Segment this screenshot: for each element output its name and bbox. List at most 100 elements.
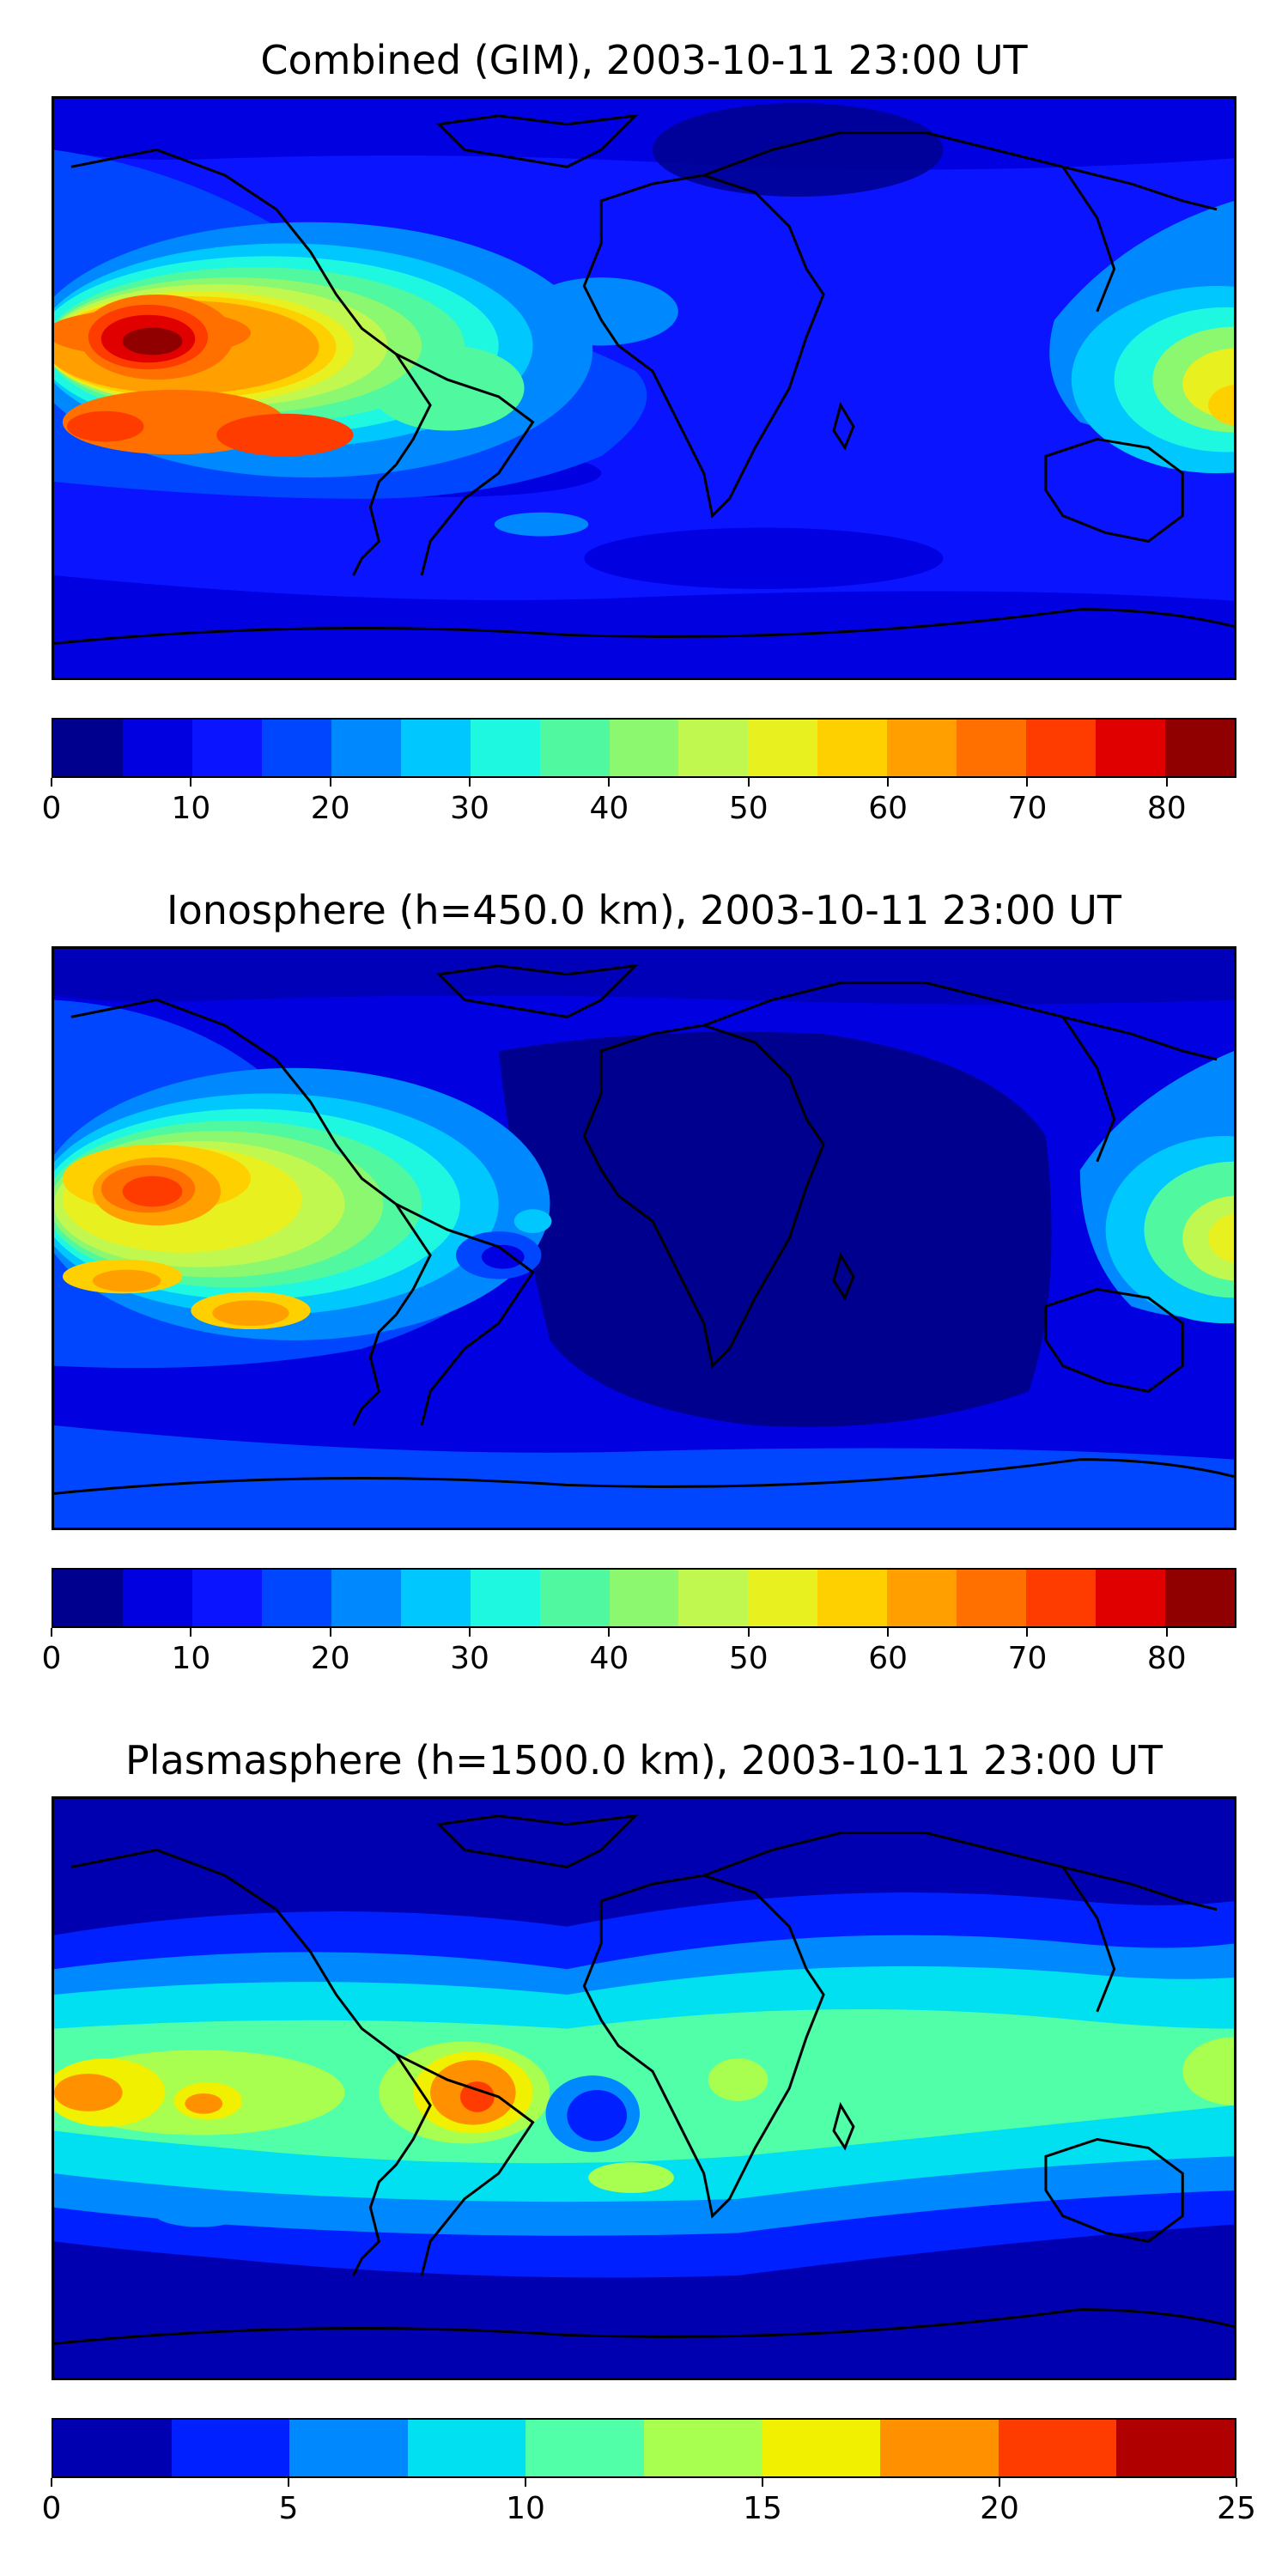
colorbar-tick-label: 10 xyxy=(171,1641,211,1676)
colorbar-tick-label: 60 xyxy=(868,791,908,826)
colorbar-segment xyxy=(762,2420,881,2476)
colorbar-segment xyxy=(817,1570,888,1626)
colorbar-segment xyxy=(261,1570,331,1626)
colorbar-tick-label: 20 xyxy=(310,1641,350,1676)
plasmasphere-contour-map xyxy=(54,1799,1234,2378)
ionosphere-tec-map xyxy=(52,946,1236,1530)
colorbar-tick-label: 0 xyxy=(41,1641,62,1676)
colorbar-tick xyxy=(469,778,471,787)
colorbar-segment xyxy=(539,720,610,776)
colorbar-segment xyxy=(609,1570,679,1626)
colorbar-tick-label: 10 xyxy=(506,2491,545,2526)
colorbar-segment xyxy=(526,2420,644,2476)
colorbar-tick-label: 50 xyxy=(728,1641,769,1676)
colorbar-tick xyxy=(747,778,750,787)
colorbar-tick-label: 30 xyxy=(450,1641,489,1676)
colorbar-tick xyxy=(608,778,611,787)
colorbar-segment xyxy=(957,1570,1027,1626)
colorbar-segment xyxy=(407,2420,526,2476)
colorbar-tick-label: 15 xyxy=(743,2491,782,2526)
colorbar-segment xyxy=(53,1570,123,1626)
colorbar-tick-label: 0 xyxy=(41,2491,62,2526)
colorbar-tick-label: 70 xyxy=(1007,791,1048,826)
colorbar-tick-label: 5 xyxy=(278,2491,299,2526)
colorbar-segment xyxy=(748,1570,818,1626)
colorbar-tick-label: 80 xyxy=(1146,1641,1187,1676)
colorbar-tick-label: 10 xyxy=(171,791,211,826)
combined-colorbar xyxy=(52,718,1236,778)
colorbar-tick xyxy=(747,1628,750,1637)
colorbar-segment xyxy=(400,720,471,776)
colorbar-tick-label: 30 xyxy=(450,791,489,826)
colorbar-tick-label: 60 xyxy=(868,1641,908,1676)
colorbar-tick xyxy=(329,1628,331,1637)
colorbar-tick-label: 25 xyxy=(1217,2491,1256,2526)
colorbar-tick xyxy=(1165,1628,1168,1637)
colorbar-segment xyxy=(470,1570,540,1626)
colorbar-segment xyxy=(122,1570,192,1626)
plasmasphere-map-title: Plasmasphere (h=1500.0 km), 2003-10-11 2… xyxy=(125,1737,1163,1783)
combined-contour-map xyxy=(54,99,1234,677)
colorbar-segment xyxy=(609,720,679,776)
colorbar-segment xyxy=(539,1570,610,1626)
colorbar-segment xyxy=(289,2420,408,2476)
colorbar-segment xyxy=(748,720,818,776)
colorbar-tick-label: 40 xyxy=(589,1641,629,1676)
colorbar-tick-label: 50 xyxy=(728,791,769,826)
colorbar-segment xyxy=(53,2420,172,2476)
colorbar-tick xyxy=(1026,778,1029,787)
colorbar-segment xyxy=(957,720,1027,776)
colorbar-segment xyxy=(1116,2420,1235,2476)
colorbar-segment xyxy=(1165,720,1235,776)
colorbar-segment xyxy=(887,1570,957,1626)
colorbar-segment xyxy=(1165,1570,1235,1626)
colorbar-segment xyxy=(880,2420,999,2476)
colorbar-segment xyxy=(171,2420,290,2476)
colorbar-segment xyxy=(678,1570,749,1626)
plasmasphere-tec-map xyxy=(52,1796,1236,2380)
colorbar-tick xyxy=(1165,778,1168,787)
colorbar-segment xyxy=(191,720,262,776)
colorbar-segment xyxy=(817,720,888,776)
colorbar-tick xyxy=(51,778,52,787)
ionosphere-colorbar xyxy=(52,1568,1236,1628)
colorbar-tick xyxy=(1236,2478,1237,2487)
colorbar-tick xyxy=(762,2478,763,2487)
colorbar-tick xyxy=(190,778,192,787)
colorbar-tick-label: 80 xyxy=(1146,791,1187,826)
colorbar-tick xyxy=(608,1628,611,1637)
colorbar-segment xyxy=(887,720,957,776)
colorbar-tick xyxy=(190,1628,192,1637)
colorbar-segment xyxy=(261,720,331,776)
colorbar-segment xyxy=(1026,720,1097,776)
colorbar-segment xyxy=(1096,720,1165,776)
colorbar-segment xyxy=(331,720,401,776)
colorbar-segment xyxy=(53,720,123,776)
colorbar-tick xyxy=(1026,1628,1029,1637)
colorbar-tick-label: 20 xyxy=(310,791,350,826)
colorbar-tick xyxy=(887,778,890,787)
colorbar-segment xyxy=(1096,1570,1165,1626)
colorbar-tick xyxy=(51,1628,52,1637)
ionosphere-contour-map xyxy=(54,949,1234,1528)
colorbar-tick xyxy=(288,2478,289,2487)
colorbar-tick xyxy=(469,1628,471,1637)
plasmasphere-colorbar xyxy=(52,2418,1236,2478)
colorbar-segment xyxy=(400,1570,471,1626)
colorbar-segment xyxy=(191,1570,262,1626)
colorbar-segment xyxy=(331,1570,401,1626)
colorbar-tick-label: 70 xyxy=(1007,1641,1048,1676)
colorbar-tick xyxy=(329,778,331,787)
colorbar-tick xyxy=(51,2478,52,2487)
colorbar-tick-label: 0 xyxy=(41,791,62,826)
ionosphere-map-title: Ionosphere (h=450.0 km), 2003-10-11 23:0… xyxy=(167,887,1121,933)
colorbar-segment xyxy=(678,720,749,776)
colorbar-segment xyxy=(122,720,192,776)
colorbar-segment xyxy=(643,2420,762,2476)
colorbar-tick xyxy=(525,2478,526,2487)
colorbar-tick-label: 20 xyxy=(980,2491,1019,2526)
colorbar-segment xyxy=(998,2420,1117,2476)
colorbar-segment xyxy=(470,720,540,776)
colorbar-tick-label: 40 xyxy=(589,791,629,826)
colorbar-tick xyxy=(999,2478,1000,2487)
